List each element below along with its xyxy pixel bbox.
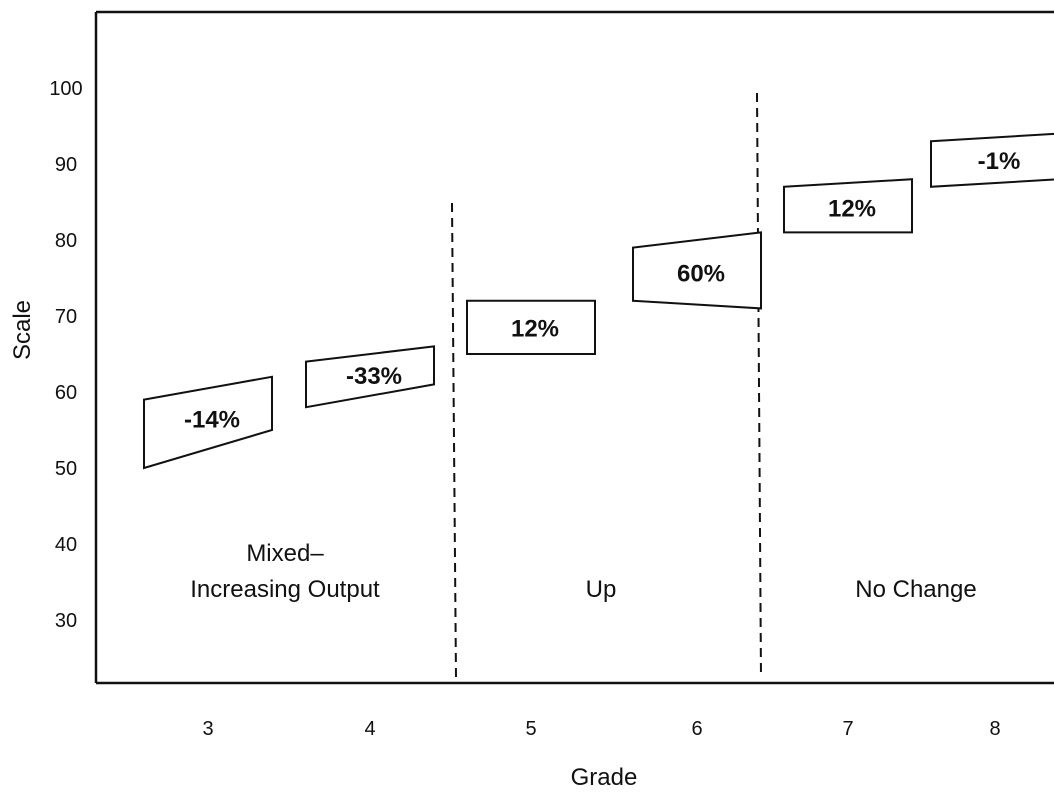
y-tick-label: 100: [49, 78, 82, 100]
region-label-line: Mixed–: [246, 540, 324, 567]
y-tick-label: 50: [55, 458, 77, 480]
change-box: 12%: [466, 299, 596, 355]
change-box-label: 12%: [828, 196, 876, 223]
change-box: -14%: [143, 375, 273, 470]
y-tick-label: 70: [55, 306, 77, 328]
y-tick-label: 90: [55, 154, 77, 176]
change-box-label: -1%: [978, 148, 1021, 175]
change-box-shape: [632, 231, 762, 310]
change-box-shape: [305, 345, 435, 409]
plot-frame: [94, 10, 1054, 685]
region-label: Up: [586, 576, 617, 603]
y-tick-label: 80: [55, 230, 77, 252]
y-tick-label: 60: [55, 382, 77, 404]
change-box: -1%: [930, 132, 1054, 188]
region-labels: Mixed– Increasing Output Up No Change: [190, 540, 976, 603]
region-label-line: Up: [586, 576, 617, 603]
region-label: Mixed– Increasing Output: [190, 540, 380, 603]
change-box-label: -33%: [346, 363, 402, 390]
change-box-shape: [143, 375, 273, 470]
change-boxes: -14% -33% 12% 60% 12% -1%: [143, 132, 1054, 470]
divider-lines: [451, 92, 762, 679]
x-tick-label: 7: [842, 718, 853, 740]
change-box-label: 12%: [511, 315, 559, 342]
region-label: No Change: [855, 576, 976, 603]
region-label-line: No Change: [855, 576, 976, 603]
change-box-shape: [783, 178, 913, 234]
x-tick-labels: 3 4 5 6 7 8: [202, 718, 1000, 740]
x-tick-label: 5: [525, 718, 536, 740]
y-tick-labels: 30 40 50 60 70 80 90 100: [49, 78, 82, 632]
x-tick-label: 4: [364, 718, 375, 740]
x-tick-label: 6: [691, 718, 702, 740]
region-label-line: Increasing Output: [190, 576, 380, 603]
change-box: 60%: [632, 231, 762, 310]
change-box-shape: [466, 299, 596, 355]
change-box: -33%: [305, 345, 435, 409]
y-tick-label: 30: [55, 610, 77, 632]
y-tick-label: 40: [55, 534, 77, 556]
y-axis-title: Scale: [9, 300, 36, 360]
change-box-shape: [930, 132, 1054, 188]
change-box-label: -14%: [184, 407, 240, 434]
x-axis-title: Grade: [571, 764, 638, 791]
divider-line-1: [451, 202, 457, 679]
divider-line-2: [756, 92, 762, 679]
change-box-label: 60%: [677, 260, 725, 287]
x-tick-label: 3: [202, 718, 213, 740]
x-tick-label: 8: [989, 718, 1000, 740]
change-box: 12%: [783, 178, 913, 234]
